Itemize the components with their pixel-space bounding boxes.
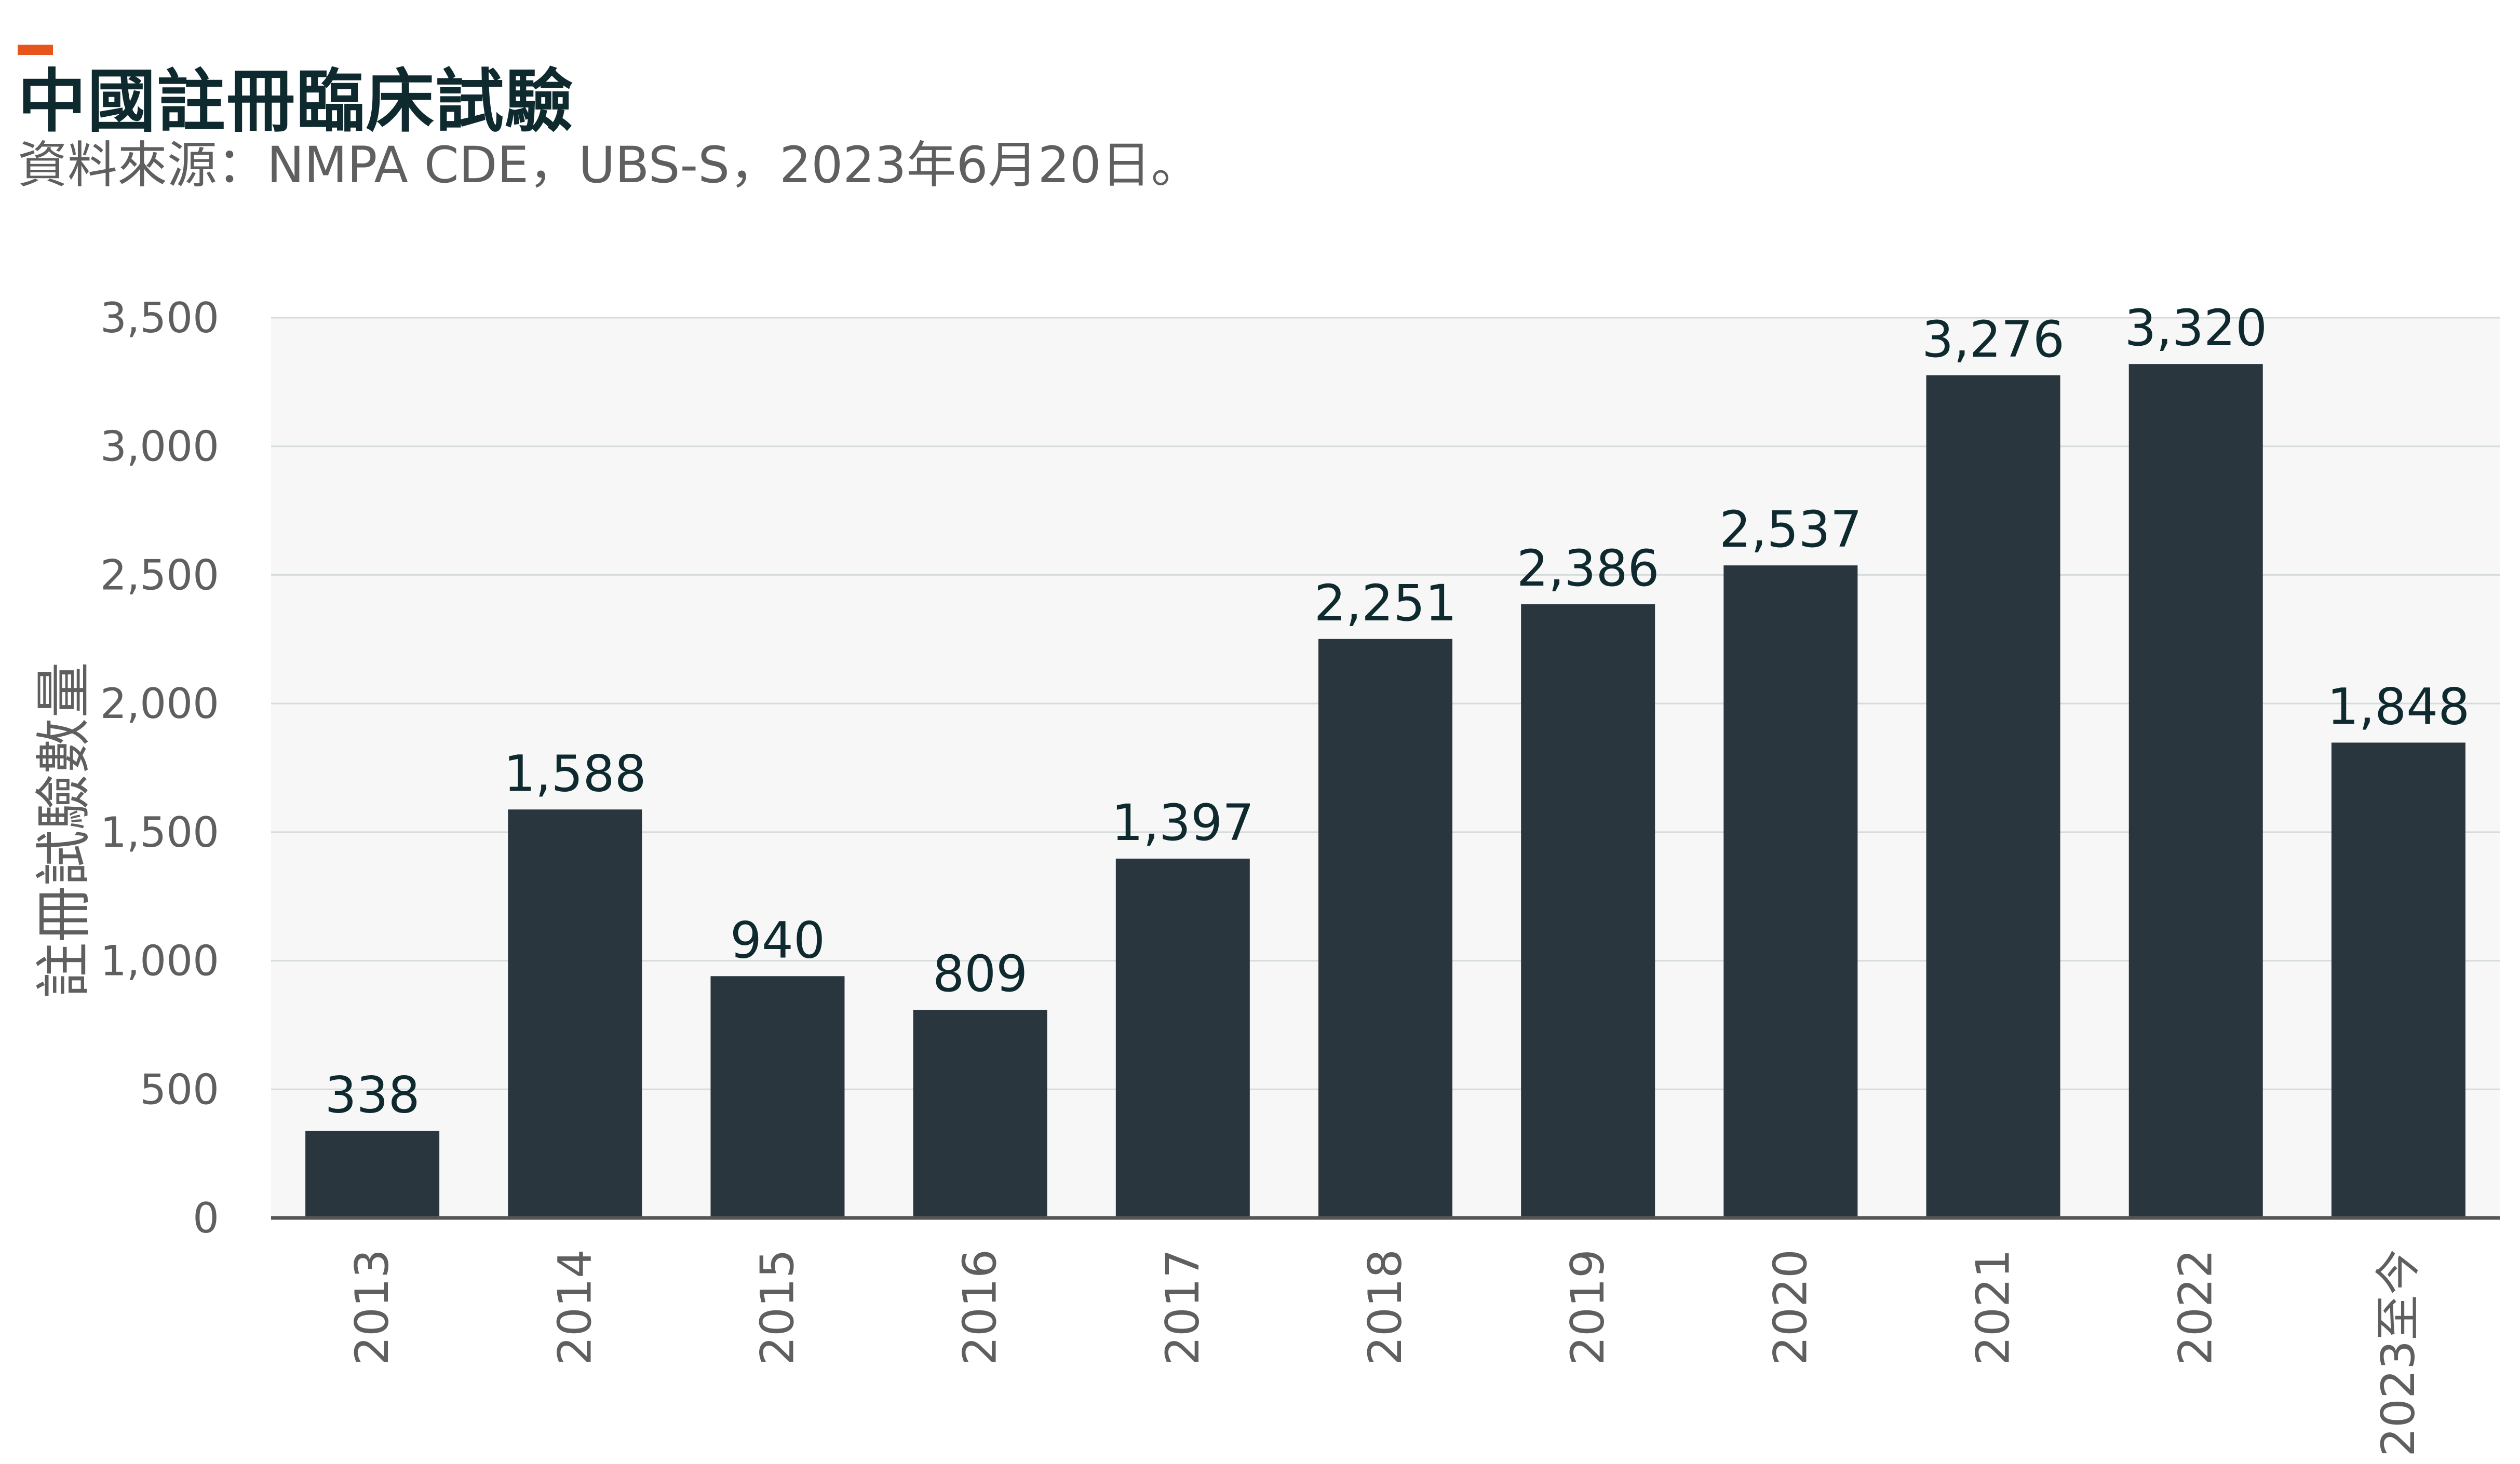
chart-title: 中國註冊臨床試驗 [18,62,574,142]
y-tick-label: 2,000 [100,680,219,728]
data-labels: 338 1,588 940 809 1,397 2,251 2,386 2,537 3,276 3… [325,299,2470,1124]
data-label: 2,251 [1314,574,1457,632]
data-label: 1,588 [504,744,646,803]
bar-2017 [1115,858,1250,1218]
bar-2014 [508,809,642,1218]
bar-2013 [305,1131,440,1218]
y-tick-label: 1,000 [100,937,219,985]
x-axis-tick-labels: 2013 2014 2015 2016 2017 2018 2019 2020 2021 2022… [345,1249,2425,1457]
bar-2018 [1318,639,1452,1218]
y-axis-tick-labels: 0 500 1,000 1,500 2,000 2,500 3,000 3,500 [100,294,219,1242]
bars [305,364,2465,1218]
x-tick-label: 2015 [750,1249,804,1365]
chart-source-note: 資料來源：NMPA CDE，UBS-S，2023年6月20日。 [18,136,1201,194]
x-tick-label: 2017 [1156,1249,1209,1365]
data-label: 2,386 [1517,539,1660,598]
y-axis-title: 註冊試驗數量 [32,662,97,998]
bar-2022 [2128,364,2263,1218]
data-label: 2,537 [1719,500,1862,559]
y-tick-label: 0 [193,1194,219,1242]
bar-2020 [1723,565,1858,1218]
data-label: 1,397 [1111,794,1254,852]
data-label: 940 [730,911,825,969]
x-tick-label: 2022 [2169,1249,2222,1365]
x-tick-label: 2013 [345,1249,399,1365]
x-tick-label: 2016 [953,1249,1007,1365]
bar-2019 [1521,604,1655,1218]
x-tick-label: 2023至今 [2371,1249,2425,1457]
x-tick-label: 2021 [1966,1249,2020,1365]
data-label: 1,848 [2327,677,2470,736]
data-label: 3,320 [2124,299,2267,357]
y-tick-label: 2,500 [100,551,219,599]
data-label: 3,276 [1922,310,2065,369]
data-label: 338 [325,1066,420,1124]
x-tick-label: 2014 [548,1249,601,1365]
x-tick-label: 2020 [1763,1249,1817,1365]
data-label: 809 [933,945,1028,1003]
bar-2015 [710,976,845,1218]
bar-2021 [1926,375,2060,1218]
y-tick-label: 1,500 [100,808,219,857]
bar-2023至今 [2331,742,2465,1218]
y-tick-label: 500 [140,1065,219,1114]
accent-bar [18,45,53,55]
x-tick-label: 2018 [1358,1249,1412,1365]
y-tick-label: 3,500 [100,294,219,342]
y-tick-label: 3,000 [100,423,219,471]
x-tick-label: 2019 [1561,1249,1614,1365]
bar-2016 [913,1010,1047,1218]
